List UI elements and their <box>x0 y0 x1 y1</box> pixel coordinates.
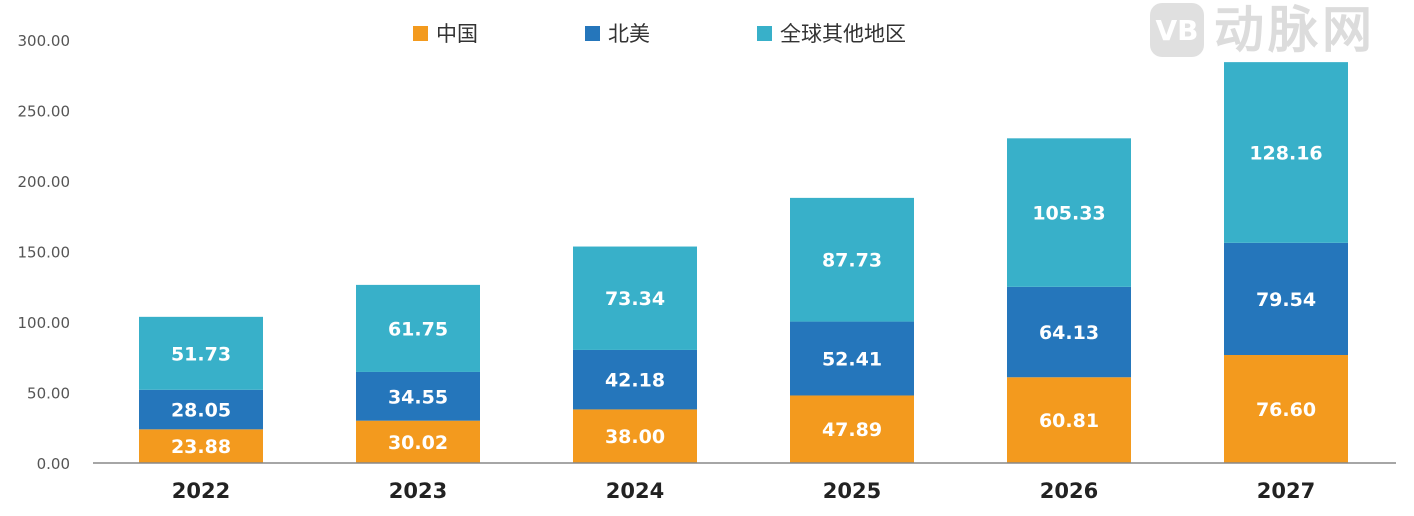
legend-label: 全球其他地区 <box>780 22 906 46</box>
data-label: 128.16 <box>1249 142 1322 164</box>
data-label: 38.00 <box>605 426 665 448</box>
data-label: 61.75 <box>388 318 448 340</box>
x-tick-label: 2027 <box>1257 479 1315 503</box>
data-label: 28.05 <box>171 400 231 422</box>
bar-segment <box>790 321 914 396</box>
legend-item-china: 中国 <box>413 18 478 48</box>
data-label: 60.81 <box>1039 410 1099 432</box>
y-tick-label: 200.00 <box>18 173 71 191</box>
bar-segment <box>1007 377 1131 463</box>
legend-swatch <box>413 25 428 41</box>
y-tick-label: 150.00 <box>18 244 71 262</box>
bar-segment <box>573 349 697 410</box>
bar-segment <box>1224 354 1348 463</box>
legend-label: 北美 <box>608 22 650 46</box>
bar-segment <box>573 246 697 350</box>
watermark-text: 动脉网 <box>1214 1 1376 59</box>
legend: 中国 北美 全球其他地区 <box>0 18 1414 48</box>
bar-segment <box>1007 138 1131 287</box>
bar-segment <box>1224 62 1348 243</box>
data-label: 42.18 <box>605 370 665 392</box>
bar-segment <box>1224 242 1348 355</box>
data-label: 87.73 <box>822 250 882 272</box>
bar-segment <box>356 420 480 463</box>
bar-segment <box>356 371 480 421</box>
watermark-logo-icon: VB <box>1150 3 1204 57</box>
data-label: 47.89 <box>822 419 882 441</box>
bar-segment <box>139 429 263 463</box>
x-tick-label: 2026 <box>1040 479 1098 503</box>
x-tick-label: 2022 <box>172 479 230 503</box>
data-label: 73.34 <box>605 288 665 310</box>
data-label: 34.55 <box>388 386 448 408</box>
y-tick-label: 50.00 <box>27 385 70 403</box>
bar-segment <box>356 284 480 372</box>
y-tick-label: 0.00 <box>37 455 70 473</box>
data-label: 79.54 <box>1256 289 1316 311</box>
legend-swatch <box>585 25 600 41</box>
legend-item-rest-of-world: 全球其他地区 <box>757 18 906 48</box>
data-label: 51.73 <box>171 343 231 365</box>
data-label: 64.13 <box>1039 322 1099 344</box>
y-tick-label: 250.00 <box>18 103 71 121</box>
x-tick-label: 2024 <box>606 479 664 503</box>
watermark: VB 动脉网 <box>1150 2 1376 58</box>
y-tick-label: 100.00 <box>18 314 71 332</box>
bar-segment <box>573 409 697 463</box>
data-label: 52.41 <box>822 349 882 371</box>
legend-swatch <box>757 25 772 41</box>
bar-segment <box>790 197 914 322</box>
x-tick-label: 2023 <box>389 479 447 503</box>
data-label: 30.02 <box>388 432 448 454</box>
bar-segment <box>139 316 263 390</box>
data-label: 105.33 <box>1032 203 1105 225</box>
legend-label: 中国 <box>436 22 478 46</box>
data-label: 76.60 <box>1256 399 1316 421</box>
legend-item-north-america: 北美 <box>585 18 650 48</box>
bar-segment <box>790 395 914 463</box>
y-tick-label: 300.00 <box>18 32 71 50</box>
x-tick-label: 2025 <box>823 479 881 503</box>
bar-segment <box>139 389 263 430</box>
bar-segment <box>1007 286 1131 378</box>
data-label: 23.88 <box>171 436 231 458</box>
